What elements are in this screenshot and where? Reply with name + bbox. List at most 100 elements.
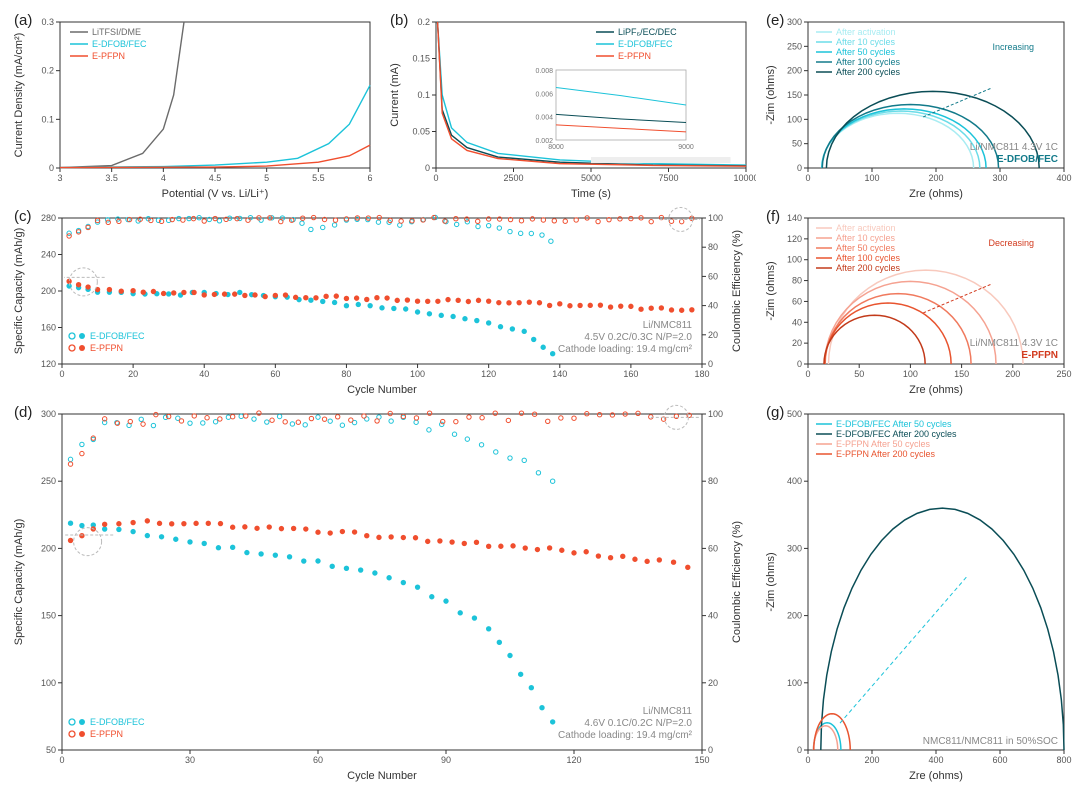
svg-text:After 200 cycles: After 200 cycles [836,263,901,273]
chart-e: 0100200300400050100150200250300Zre (ohms… [762,10,1072,200]
svg-text:Increasing: Increasing [992,42,1034,52]
svg-text:Cathode loading: 19.4 mg/cm²: Cathode loading: 19.4 mg/cm² [558,344,693,355]
svg-text:100: 100 [41,678,56,688]
svg-text:400: 400 [1056,173,1071,183]
svg-text:800: 800 [1056,755,1071,765]
svg-text:0.05: 0.05 [412,127,430,137]
svg-text:E-DFOB/FEC: E-DFOB/FEC [618,39,673,49]
svg-text:After 10 cycles: After 10 cycles [836,37,896,47]
svg-text:6: 6 [367,173,372,183]
svg-text:Zre (ohms): Zre (ohms) [909,188,963,200]
svg-text:200: 200 [41,543,56,553]
chart-f: 050100150200250020406080100120140Zre (oh… [762,206,1072,396]
svg-text:20: 20 [708,678,718,688]
panel-b-label: (b) [390,12,408,29]
svg-text:E-PFPN: E-PFPN [1021,350,1058,361]
svg-text:E-DFOB/FEC: E-DFOB/FEC [997,154,1058,165]
svg-text:40: 40 [792,317,802,327]
svg-text:0: 0 [805,173,810,183]
svg-text:50: 50 [792,139,802,149]
svg-text:200: 200 [928,173,943,183]
svg-text:100: 100 [787,678,802,688]
svg-text:160: 160 [41,323,56,333]
svg-text:NMC811/NMC811 in 50%SOC: NMC811/NMC811 in 50%SOC [923,736,1058,747]
svg-text:3.5: 3.5 [105,173,118,183]
chart-b: 02500500075001000000.050.10.150.2Time (s… [386,10,756,200]
svg-text:240: 240 [41,250,56,260]
svg-text:Zre (ohms): Zre (ohms) [909,770,963,782]
svg-text:250: 250 [787,41,802,51]
svg-text:4.6V 0.1C/0.2C N/P=2.0: 4.6V 0.1C/0.2C N/P=2.0 [584,718,692,729]
svg-text:After activation: After activation [836,223,896,233]
svg-text:250: 250 [1056,369,1071,379]
svg-text:0.006: 0.006 [535,91,553,98]
panel-d: (d) 030609012015050100150200250300020406… [10,402,756,782]
svg-text:Specific Capacity (mAh/g): Specific Capacity (mAh/g) [13,519,25,646]
svg-text:0.3: 0.3 [41,17,54,27]
svg-text:3: 3 [57,173,62,183]
svg-text:0.2: 0.2 [41,66,54,76]
svg-text:E-DFOB/FEC: E-DFOB/FEC [90,331,145,341]
svg-text:Cathode loading: 19.4 mg/cm²: Cathode loading: 19.4 mg/cm² [558,730,693,741]
svg-text:Current Density (mA/cm²): Current Density (mA/cm²) [13,33,25,158]
svg-text:200: 200 [1005,369,1020,379]
svg-text:100: 100 [864,173,879,183]
svg-text:40: 40 [199,369,209,379]
svg-text:0: 0 [708,359,713,369]
svg-text:150: 150 [694,755,709,765]
svg-text:E-PFPN After 200 cycles: E-PFPN After 200 cycles [836,449,936,459]
svg-text:After 50 cycles: After 50 cycles [836,47,896,57]
svg-text:120: 120 [566,755,581,765]
panel-e: (e) 0100200300400050100150200250300Zre (… [762,10,1072,200]
svg-text:0.1: 0.1 [41,114,54,124]
svg-text:Li/NMC811: Li/NMC811 [643,706,693,717]
svg-text:0: 0 [49,163,54,173]
svg-text:150: 150 [787,90,802,100]
svg-text:0: 0 [59,755,64,765]
panel-c-label: (c) [14,208,32,225]
svg-text:After activation: After activation [836,27,896,37]
svg-text:20: 20 [792,338,802,348]
svg-text:0: 0 [797,163,802,173]
panel-g: (g) 02004006008000100200300400500Zre (oh… [762,402,1072,782]
svg-text:0: 0 [797,745,802,755]
svg-text:80: 80 [341,369,351,379]
svg-text:60: 60 [792,296,802,306]
svg-text:0.004: 0.004 [535,115,553,122]
panel-b: (b) 02500500075001000000.050.10.150.2Tim… [386,10,756,200]
svg-text:4.5V 0.2C/0.3C N/P=2.0: 4.5V 0.2C/0.3C N/P=2.0 [584,332,692,343]
chart-c: 0204060801001201401601801201602002402800… [10,206,750,396]
panel-g-label: (g) [766,404,784,421]
svg-text:E-DFOB/FEC After 200 cycles: E-DFOB/FEC After 200 cycles [836,429,957,439]
svg-text:120: 120 [41,359,56,369]
svg-text:Li/NMC811 4.3V 1C: Li/NMC811 4.3V 1C [970,142,1058,153]
svg-text:9000: 9000 [678,144,694,151]
svg-text:0: 0 [708,745,713,755]
panel-d-label: (d) [14,404,32,421]
svg-text:5000: 5000 [581,173,601,183]
svg-text:E-PFPN After 50 cycles: E-PFPN After 50 cycles [836,439,931,449]
svg-text:0: 0 [805,369,810,379]
svg-text:E-DFOB/FEC: E-DFOB/FEC [90,717,145,727]
svg-text:E-PFPN: E-PFPN [90,729,123,739]
svg-text:200: 200 [787,611,802,621]
svg-text:300: 300 [41,409,56,419]
svg-text:LiPF₆/EC/DEC: LiPF₆/EC/DEC [618,27,677,37]
svg-text:0.15: 0.15 [412,54,430,64]
svg-text:150: 150 [954,369,969,379]
svg-text:500: 500 [787,409,802,419]
svg-text:0: 0 [797,359,802,369]
svg-text:30: 30 [185,755,195,765]
svg-text:Coulombic Efficiency (%): Coulombic Efficiency (%) [731,521,743,643]
svg-text:-Zim (ohms): -Zim (ohms) [765,261,777,320]
svg-text:Coulombic Efficiency (%): Coulombic Efficiency (%) [731,230,743,352]
svg-text:E-PFPN: E-PFPN [618,51,651,61]
svg-text:0.1: 0.1 [417,90,430,100]
chart-a: 33.544.555.5600.10.20.3Potential (V vs. … [10,10,380,200]
svg-text:0.2: 0.2 [417,17,430,27]
svg-text:80: 80 [792,276,802,286]
svg-text:Li/NMC811: Li/NMC811 [643,320,693,331]
svg-text:5: 5 [264,173,269,183]
svg-text:400: 400 [787,476,802,486]
svg-text:After 200 cycles: After 200 cycles [836,67,901,77]
